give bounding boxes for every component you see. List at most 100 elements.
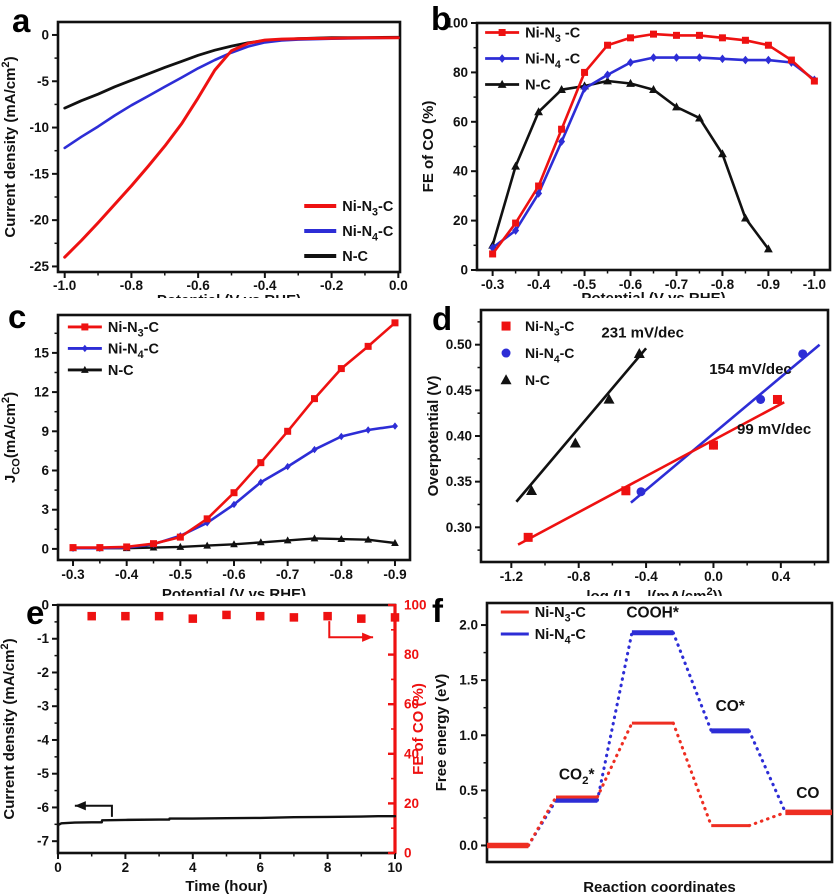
data-point [772, 394, 782, 404]
data-point [581, 68, 589, 76]
y-tick-label: 0.45 [446, 383, 473, 398]
legend-marker [501, 321, 511, 331]
panel-b-chart: -0.3 -0.4 -0.5 -0.6 -0.7 -0.8 -0.9 -1.0 0 20 40 60 8… [420, 16, 832, 298]
y-tick-label: -2 [37, 665, 49, 680]
y-right-tick-label: 80 [404, 647, 419, 662]
y-tick-label: 0.5 [459, 783, 478, 798]
data-point [621, 486, 631, 496]
data-point [154, 611, 164, 621]
panel-e-letter: e [26, 594, 45, 631]
x-tick-label: -0.9 [383, 567, 406, 582]
y-tick-label: 100 [445, 16, 468, 31]
x-axis-label: Potential (V vs RHE) [157, 292, 301, 298]
data-point [323, 611, 332, 621]
fit-line [630, 343, 821, 504]
x-tick-label: -0.6 [619, 277, 643, 292]
y-right-tick-label: 20 [404, 796, 419, 811]
x-tick-label: -0.6 [187, 278, 211, 293]
line-series [63, 35, 400, 110]
data-point [764, 244, 773, 253]
panel-b-letter: b [431, 0, 452, 37]
x-axis-label: Potential (V vs RHE) [162, 586, 306, 596]
y-tick-label: 9 [41, 424, 49, 439]
panel-a-letter: a [12, 2, 31, 39]
annotation-label: 99 mV/dec [737, 421, 811, 438]
panel-d-letter: d [432, 300, 453, 337]
y-tick-label: 12 [34, 385, 49, 400]
data-point [255, 611, 265, 621]
panel-f-letter: f [432, 592, 443, 629]
x-axis-label: Potential (V vs RHE) [581, 290, 725, 298]
data-point [512, 226, 520, 235]
y-tick-label: 0.0 [459, 838, 478, 853]
y-axis-label: Current density (mA/cm2) [0, 638, 18, 819]
data-point [311, 445, 318, 454]
series-line [491, 79, 770, 251]
series-line [56, 815, 397, 827]
y-tick-label: -25 [29, 259, 49, 274]
line-series [69, 319, 399, 552]
legend-marker [498, 28, 506, 36]
legend-label: Ni-N4-C [342, 224, 394, 243]
x-tick-label: -0.8 [711, 277, 735, 292]
data-point [364, 342, 372, 350]
legend-label: N-C [525, 77, 551, 93]
data-point [636, 487, 646, 497]
annotation-label: CO2* [559, 766, 596, 787]
fit-line [515, 347, 648, 503]
data-point [310, 534, 319, 542]
data-point [741, 55, 749, 65]
data-point [188, 614, 198, 623]
annotation-label: 154 mV/dec [709, 361, 792, 378]
y-tick-label: -6 [37, 800, 49, 815]
legend-label: Ni-N3-C [108, 320, 160, 339]
data-point [511, 161, 521, 170]
y-tick-label: -4 [37, 732, 49, 747]
data-point [204, 519, 211, 527]
legend: Ni-N3 -C Ni-N4 -C N-C [485, 25, 581, 93]
y-right-tick-label: 0 [404, 846, 412, 861]
legend-label: Ni-N3 -C [525, 25, 581, 44]
data-point [512, 219, 520, 227]
x-axis-label: Time (hour) [185, 878, 267, 894]
y-tick-label: -10 [29, 120, 49, 135]
data-point [604, 70, 612, 80]
data-point [649, 85, 658, 94]
data-point [289, 613, 299, 622]
data-point [603, 393, 615, 404]
axes: -0.3 -0.4 -0.5 -0.6 -0.7 -0.8 -0.9 -1.0 0 20 40 60 8… [445, 16, 832, 292]
line-series [489, 53, 818, 253]
legend-label: Ni-N4-C [535, 627, 587, 646]
data-point [337, 365, 345, 373]
legend-label: Ni-N4-C [525, 345, 574, 365]
y-tick-label: 1.0 [459, 728, 478, 743]
data-point [87, 611, 96, 621]
x-tick-label: 0.0 [704, 569, 723, 584]
legend-marker [81, 365, 89, 373]
y-tick-label: 0 [460, 263, 468, 278]
x-tick-label: -0.3 [61, 567, 85, 582]
data-point [231, 500, 237, 509]
x-tick-label: -0.6 [222, 567, 246, 582]
annotation-label: CO [796, 785, 819, 802]
series [69, 319, 399, 552]
y-axis-label: Overpotential (V) [425, 376, 442, 497]
data-point [69, 544, 77, 552]
data-point [718, 34, 726, 42]
legend: Ni-N3-C Ni-N4-C [500, 605, 587, 646]
data-point [535, 182, 543, 190]
data-point [627, 34, 635, 42]
data-point [203, 515, 211, 523]
x-tick-label: -0.5 [573, 277, 597, 292]
y-axis-label: Current density (mA/cm2) [0, 56, 19, 237]
x-tick-label: 0 [54, 860, 62, 875]
data-point [123, 543, 131, 551]
series-line [63, 36, 400, 259]
data-point [391, 422, 398, 430]
y-right-tick-label: 100 [404, 598, 427, 613]
legend-marker [497, 79, 507, 88]
data-point [718, 54, 726, 64]
scatter-series [515, 347, 648, 503]
axes: -1.0 -0.8 -0.6 -0.4 -0.2 0.0 0 -5 -10 -15 -20 -25 [29, 20, 408, 293]
